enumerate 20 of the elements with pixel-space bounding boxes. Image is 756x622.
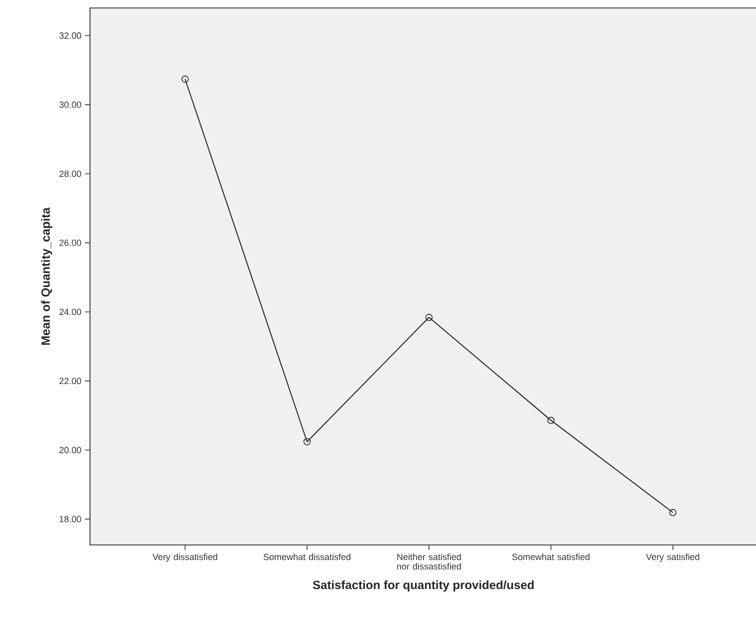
y-axis-title: Mean of Quantity_capita <box>41 207 52 345</box>
y-tick-label: 26.00 <box>60 240 82 246</box>
point <box>547 416 555 424</box>
y-tick-label: 20.00 <box>60 446 82 454</box>
x-tick-label: Neither satisfied nor dissastisfied <box>397 554 461 570</box>
y-tick-label: 24.00 <box>60 308 82 316</box>
x-tick-label: Very dissatisfied <box>152 554 218 562</box>
point <box>669 508 676 516</box>
y-tick-label: 32.00 <box>59 32 82 39</box>
point <box>182 76 189 83</box>
y-tick-label: 28.00 <box>60 170 82 177</box>
point <box>303 438 311 446</box>
y-tick-label: 18.00 <box>60 516 82 522</box>
x-tick-label: Somewhat satisfied <box>512 554 590 560</box>
y-tick-label: 30.00 <box>59 102 82 108</box>
x-tick-label: Very satisfied <box>646 554 700 562</box>
point <box>425 314 433 322</box>
y-tick-label: 22.00 <box>60 378 82 384</box>
x-axis-title: Satisfaction for quantity provided/used <box>312 580 534 592</box>
x-tick-label: Somewhat dissatisfed <box>264 554 350 560</box>
